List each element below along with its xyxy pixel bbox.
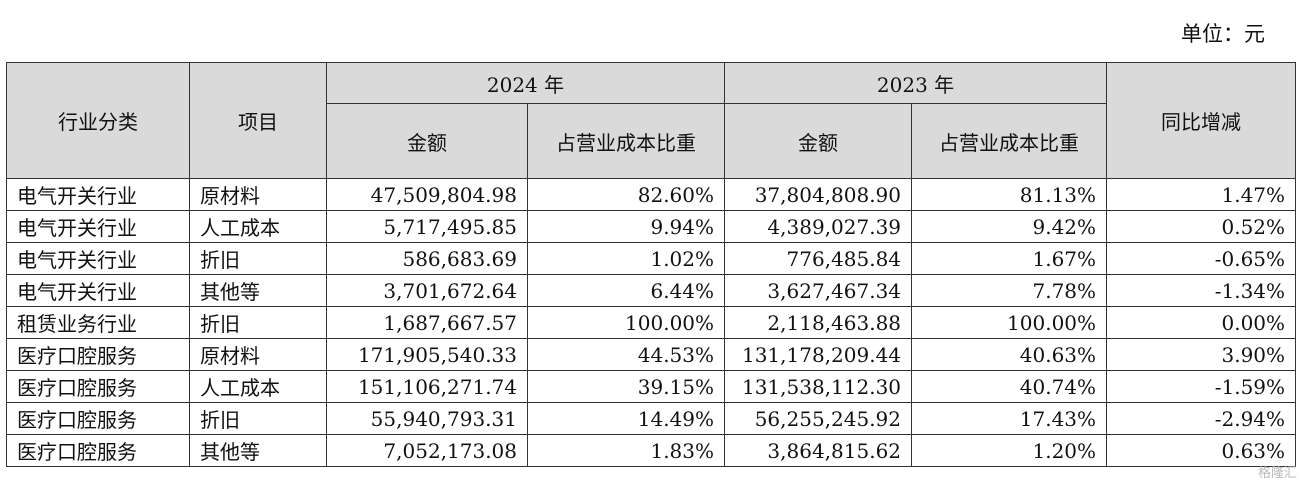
cell-ratio-2024: 6.44% [526,274,726,307]
cell-ratio-2023: 9.42% [911,210,1108,243]
cell-yoy: 0.52% [1106,210,1297,243]
cell-ratio-2024: 100.00% [526,306,726,339]
cell-ratio-2024: 1.02% [526,242,726,275]
cell-ratio-2023: 7.78% [911,274,1108,307]
cell-yoy: 1.47% [1106,178,1297,211]
cell-ratio-2023: 40.74% [911,370,1108,403]
cell-amount-2024: 47,509,804.98 [326,178,528,211]
table-body: 电气开关行业 原材料 47,509,804.98 82.60% 37,804,808.9… [6,178,1297,467]
table-row: 电气开关行业 折旧 586,683.69 1.02% 776,485.84 1.67% -0… [6,242,1297,275]
header-ratio-2024: 占营业成本比重 [526,103,726,179]
cell-item: 折旧 [189,306,327,339]
cell-ratio-2023: 40.63% [911,338,1108,371]
cell-amount-2023: 56,255,245.92 [724,402,913,435]
cell-ratio-2024: 44.53% [526,338,726,371]
table-row: 医疗口腔服务 折旧 55,940,793.31 14.49% 56,255,245.92… [6,402,1297,435]
cell-ratio-2024: 39.15% [526,370,726,403]
cell-item: 原材料 [189,178,327,211]
cell-item: 折旧 [189,402,327,435]
cell-amount-2023: 131,538,112.30 [724,370,913,403]
table-row: 医疗口腔服务 原材料 171,905,540.33 44.53% 131,178,209… [6,338,1297,371]
cell-category: 电气开关行业 [6,210,190,243]
cell-ratio-2023: 81.13% [911,178,1108,211]
cell-amount-2023: 776,485.84 [724,242,913,275]
cell-amount-2024: 171,905,540.33 [326,338,528,371]
cell-amount-2024: 586,683.69 [326,242,528,275]
cell-item: 原材料 [189,338,327,371]
cell-item: 折旧 [189,242,327,275]
cell-item: 人工成本 [189,370,327,403]
table-row: 电气开关行业 原材料 47,509,804.98 82.60% 37,804,808.9… [6,178,1297,211]
cell-amount-2023: 4,389,027.39 [724,210,913,243]
cell-category: 医疗口腔服务 [6,402,190,435]
cell-amount-2023: 37,804,808.90 [724,178,913,211]
cell-item: 其他等 [189,274,327,307]
cell-amount-2024: 55,940,793.31 [326,402,528,435]
cell-amount-2023: 3,864,815.62 [724,434,913,467]
cell-category: 医疗口腔服务 [6,338,190,371]
cell-amount-2023: 131,178,209.44 [724,338,913,371]
header-year-2024: 2024 年 [325,62,726,104]
cell-ratio-2023: 1.67% [911,242,1108,275]
table-row: 电气开关行业 其他等 3,701,672.64 6.44% 3,627,467.34 7.… [6,274,1297,307]
unit-label: 单位：元 [1181,22,1265,46]
cell-item: 其他等 [189,434,327,467]
cell-amount-2024: 5,717,495.85 [326,210,528,243]
cell-yoy: -2.94% [1106,402,1297,435]
table-row: 医疗口腔服务 人工成本 151,106,271.74 39.15% 131,538,11… [6,370,1297,403]
cell-amount-2024: 3,701,672.64 [326,274,528,307]
table-header: 行业分类 项目 2024 年 2023 年 同比增减 金额 占营业成本比重 金额… [6,62,1297,179]
cell-category: 租赁业务行业 [6,306,190,339]
cell-amount-2024: 151,106,271.74 [326,370,528,403]
cell-category: 医疗口腔服务 [6,370,190,403]
cell-ratio-2024: 9.94% [526,210,726,243]
cell-amount-2024: 1,687,667.57 [326,306,528,339]
table-row: 电气开关行业 人工成本 5,717,495.85 9.94% 4,389,027.39 9… [6,210,1297,243]
cell-yoy: 0.63% [1106,434,1297,467]
cell-category: 电气开关行业 [6,242,190,275]
cell-yoy: -0.65% [1106,242,1297,275]
cell-ratio-2023: 100.00% [911,306,1108,339]
cell-yoy: -1.59% [1106,370,1297,403]
cell-item: 人工成本 [189,210,327,243]
cost-breakdown-table: 行业分类 项目 2024 年 2023 年 同比增减 金额 占营业成本比重 金额… [6,62,1297,467]
header-category: 行业分类 [6,62,190,179]
cell-amount-2023: 2,118,463.88 [724,306,913,339]
table-row: 医疗口腔服务 其他等 7,052,173.08 1.83% 3,864,815.62 1.… [6,434,1297,467]
cell-amount-2024: 7,052,173.08 [326,434,528,467]
cell-ratio-2023: 17.43% [911,402,1108,435]
cell-yoy: 3.90% [1106,338,1297,371]
cell-ratio-2024: 14.49% [526,402,726,435]
table-row: 租赁业务行业 折旧 1,687,667.57 100.00% 2,118,463.88 1… [6,306,1297,339]
cell-yoy: 0.00% [1106,306,1297,339]
cell-amount-2023: 3,627,467.34 [724,274,913,307]
cell-category: 医疗口腔服务 [6,434,190,467]
header-amount-2024: 金额 [326,103,528,179]
header-amount-2023: 金额 [724,103,913,179]
cell-ratio-2024: 1.83% [526,434,726,467]
cell-category: 电气开关行业 [6,178,190,211]
cell-yoy: -1.34% [1106,274,1297,307]
header-year-2023: 2023 年 [724,62,1108,104]
watermark-logo: 格隆汇 [1257,466,1297,481]
cell-category: 电气开关行业 [6,274,190,307]
cell-ratio-2023: 1.20% [911,434,1108,467]
cell-ratio-2024: 82.60% [526,178,726,211]
header-yoy: 同比增减 [1106,62,1297,179]
header-item: 项目 [189,62,327,179]
header-ratio-2023: 占营业成本比重 [911,103,1108,179]
